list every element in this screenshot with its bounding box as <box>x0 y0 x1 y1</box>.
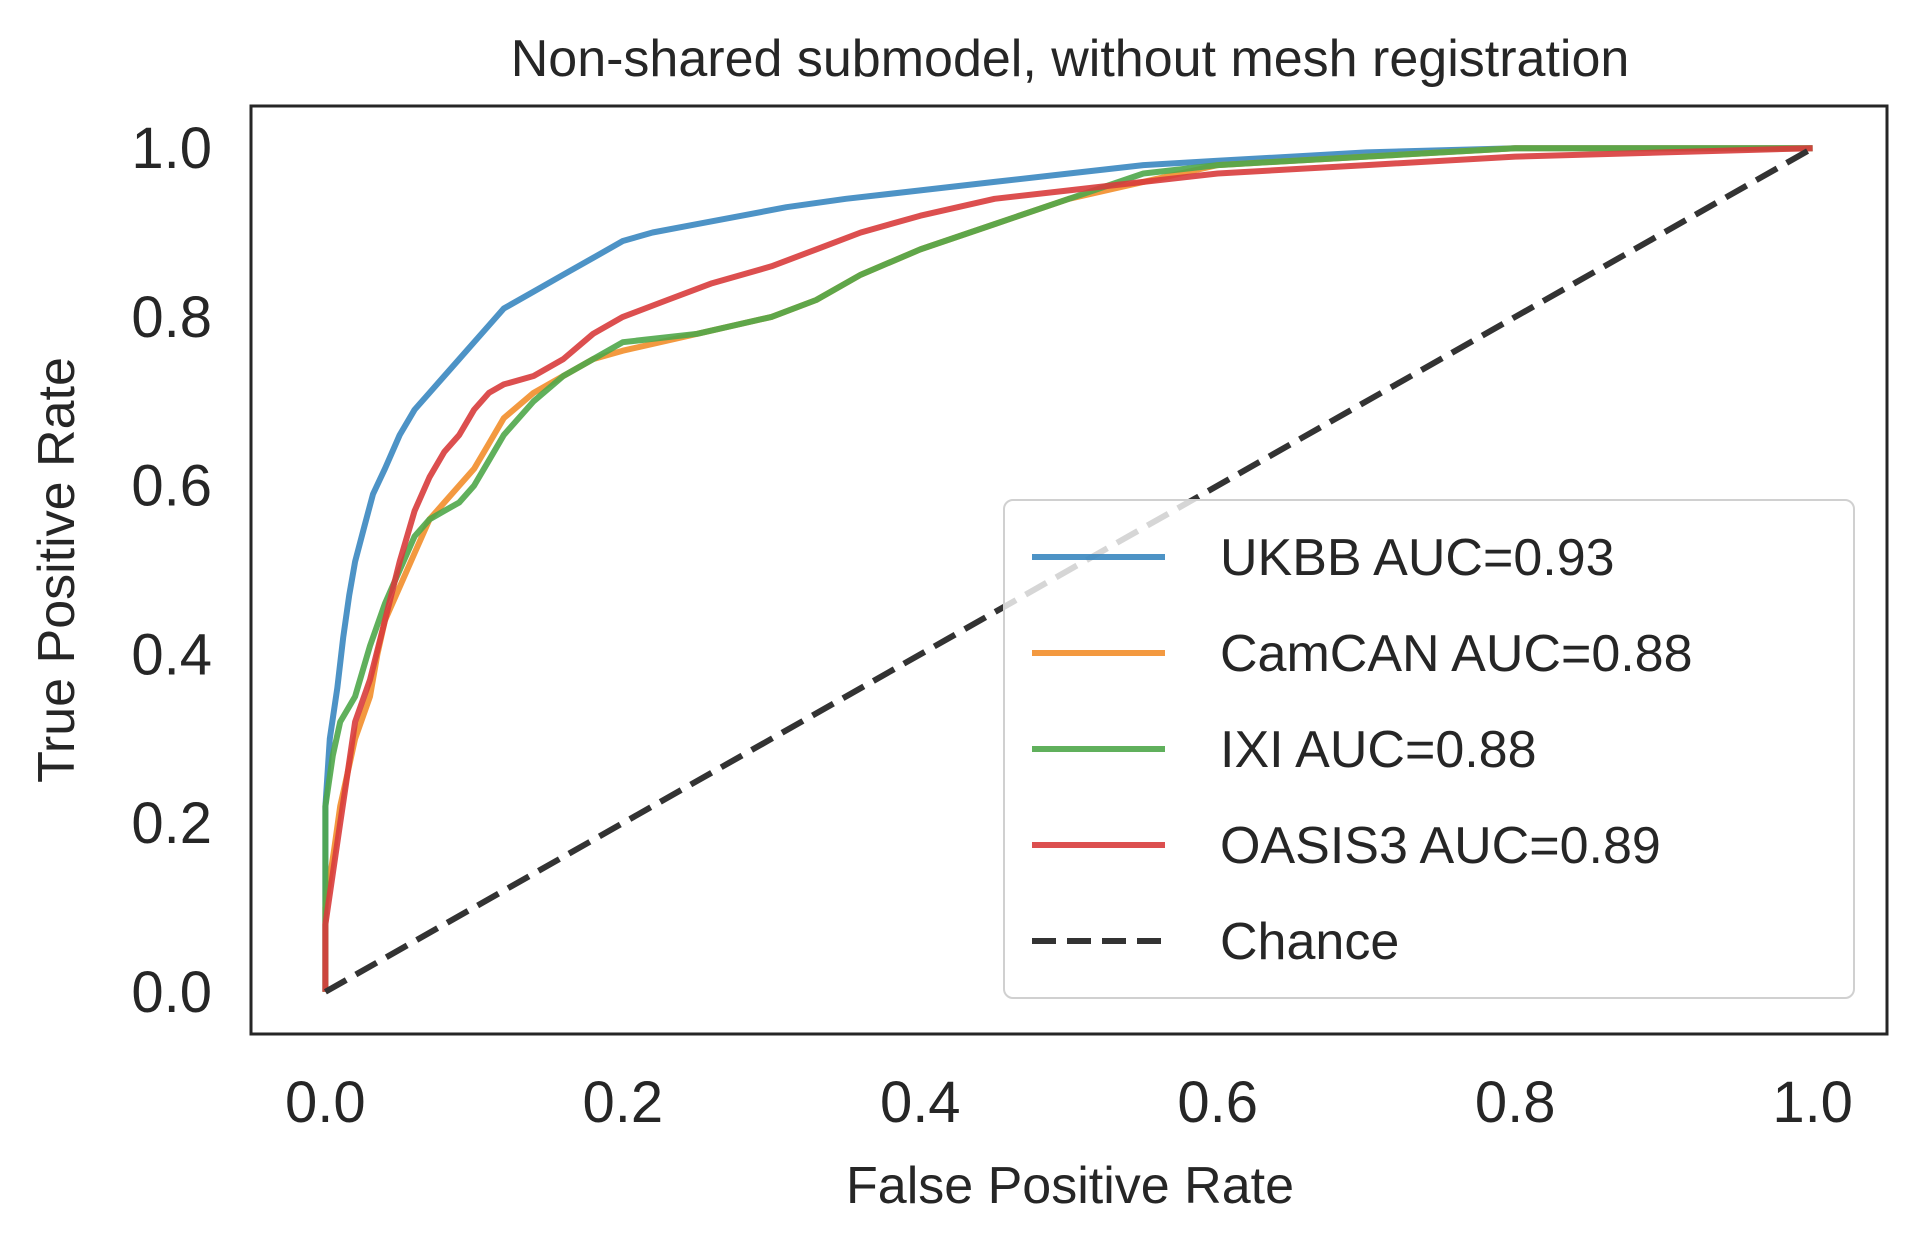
y-tick-label: 0.8 <box>131 285 212 350</box>
legend: UKBB AUC=0.93 CamCAN AUC=0.88 IXI AUC=0.88… <box>1003 499 1855 999</box>
x-tick-label: 1.0 <box>1772 1070 1853 1135</box>
y-tick-label: 1.0 <box>131 116 212 181</box>
legend-label-0: UKBB AUC=0.93 <box>1220 529 1615 587</box>
legend-label-2: IXI AUC=0.88 <box>1220 721 1537 779</box>
plot-frame <box>249 104 1889 1036</box>
x-axis-ticks: 0.0 0.2 0.4 0.6 0.8 1.0 <box>285 1070 1853 1135</box>
legend-label-3: OASIS3 AUC=0.89 <box>1220 817 1661 875</box>
legend-items: UKBB AUC=0.93 CamCAN AUC=0.88 IXI AUC=0.88… <box>1032 529 1693 971</box>
series-line-3 <box>322 145 1813 992</box>
chart-title: Non-shared submodel, without mesh regist… <box>511 30 1630 88</box>
y-tick-label: 0.2 <box>131 791 212 856</box>
x-tick-label: 0.2 <box>582 1070 663 1135</box>
plot-lines <box>322 145 1815 995</box>
y-axis-label: True Positive Rate <box>28 357 86 783</box>
y-axis-ticks: 0.0 0.2 0.4 0.6 0.8 1.0 <box>131 116 212 1025</box>
y-tick-label: 0.4 <box>131 622 212 687</box>
y-tick-label: 0.6 <box>131 454 212 519</box>
x-axis-label: False Positive Rate <box>846 1157 1294 1215</box>
x-tick-label: 0.4 <box>880 1070 961 1135</box>
legend-box <box>1003 499 1855 999</box>
x-tick-label: 0.6 <box>1177 1070 1258 1135</box>
x-tick-label: 0.0 <box>285 1070 366 1135</box>
legend-label-1: CamCAN AUC=0.88 <box>1220 625 1693 683</box>
legend-label-4: Chance <box>1220 913 1399 971</box>
y-tick-label: 0.0 <box>131 960 212 1025</box>
series-line-0 <box>322 145 1813 992</box>
series-line-2 <box>322 145 1813 992</box>
x-tick-label: 0.8 <box>1475 1070 1556 1135</box>
